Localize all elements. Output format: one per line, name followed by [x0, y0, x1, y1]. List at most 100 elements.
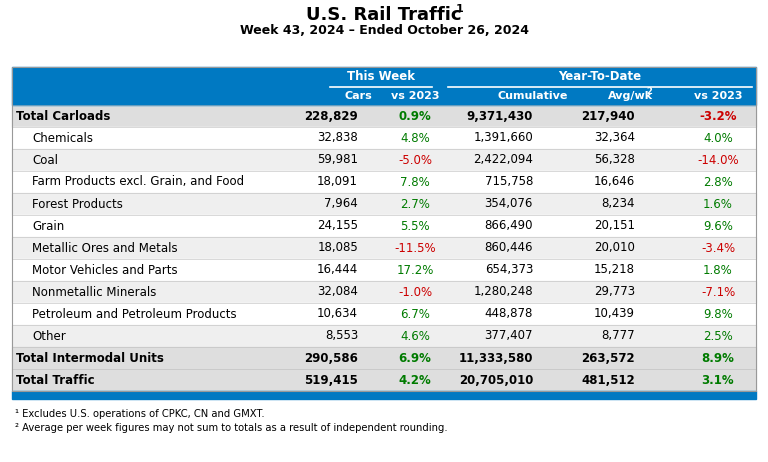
- Bar: [12, 259, 756, 281]
- Text: 11,333,580: 11,333,580: [458, 352, 533, 365]
- Text: Total Traffic: Total Traffic: [16, 373, 94, 387]
- Text: ² Average per week figures may not sum to totals as a result of independent roun: ² Average per week figures may not sum t…: [15, 423, 448, 433]
- Text: ¹ Excludes U.S. operations of CPKC, CN and GMXT.: ¹ Excludes U.S. operations of CPKC, CN a…: [15, 409, 265, 419]
- Text: Nonmetallic Minerals: Nonmetallic Minerals: [32, 286, 157, 298]
- Text: -7.1%: -7.1%: [701, 286, 735, 298]
- Text: -1.0%: -1.0%: [398, 286, 432, 298]
- Bar: [12, 237, 756, 259]
- Text: 20,705,010: 20,705,010: [458, 373, 533, 387]
- Text: 654,373: 654,373: [485, 263, 533, 276]
- Text: 18,091: 18,091: [317, 176, 358, 188]
- Text: 59,981: 59,981: [317, 153, 358, 166]
- Text: 5.5%: 5.5%: [400, 219, 430, 232]
- Text: 2.7%: 2.7%: [400, 197, 430, 211]
- Text: Coal: Coal: [32, 153, 58, 166]
- Text: Forest Products: Forest Products: [32, 197, 123, 211]
- Bar: [12, 347, 756, 369]
- Text: 4.0%: 4.0%: [703, 132, 733, 145]
- Bar: [12, 149, 756, 171]
- Text: 2.8%: 2.8%: [703, 176, 733, 188]
- Text: 15,218: 15,218: [594, 263, 635, 276]
- Text: 8,553: 8,553: [325, 329, 358, 342]
- Text: 17.2%: 17.2%: [396, 263, 434, 276]
- Text: Metallic Ores and Metals: Metallic Ores and Metals: [32, 242, 177, 255]
- Bar: [12, 67, 756, 391]
- Text: 16,646: 16,646: [594, 176, 635, 188]
- Text: vs 2023: vs 2023: [694, 91, 742, 101]
- Text: 29,773: 29,773: [594, 286, 635, 298]
- Text: 715,758: 715,758: [485, 176, 533, 188]
- Bar: [12, 281, 756, 303]
- Text: U.S. Rail Traffic: U.S. Rail Traffic: [306, 6, 462, 24]
- Bar: [12, 391, 756, 399]
- Text: 8,777: 8,777: [601, 329, 635, 342]
- Text: 377,407: 377,407: [485, 329, 533, 342]
- Bar: [12, 127, 756, 149]
- Text: 481,512: 481,512: [581, 373, 635, 387]
- Text: 4.8%: 4.8%: [400, 132, 430, 145]
- Text: 20,010: 20,010: [594, 242, 635, 255]
- Text: 32,838: 32,838: [317, 132, 358, 145]
- Text: 6.7%: 6.7%: [400, 308, 430, 321]
- Bar: [12, 369, 756, 391]
- Text: 228,829: 228,829: [304, 109, 358, 122]
- Text: 8.9%: 8.9%: [701, 352, 734, 365]
- Text: 4.2%: 4.2%: [399, 373, 432, 387]
- Text: 9.6%: 9.6%: [703, 219, 733, 232]
- Bar: [12, 67, 756, 87]
- Text: 2: 2: [646, 87, 652, 97]
- Text: 1: 1: [456, 4, 464, 14]
- Text: Total Intermodal Units: Total Intermodal Units: [16, 352, 164, 365]
- Bar: [12, 215, 756, 237]
- Text: 10,439: 10,439: [594, 308, 635, 321]
- Text: Farm Products excl. Grain, and Food: Farm Products excl. Grain, and Food: [32, 176, 244, 188]
- Text: 217,940: 217,940: [581, 109, 635, 122]
- Text: 1.6%: 1.6%: [703, 197, 733, 211]
- Text: 56,328: 56,328: [594, 153, 635, 166]
- Text: 290,586: 290,586: [304, 352, 358, 365]
- Text: Cars: Cars: [344, 91, 372, 101]
- Text: -14.0%: -14.0%: [697, 153, 739, 166]
- Text: 8,234: 8,234: [601, 197, 635, 211]
- Text: 354,076: 354,076: [485, 197, 533, 211]
- Text: 0.9%: 0.9%: [399, 109, 432, 122]
- Text: 866,490: 866,490: [485, 219, 533, 232]
- Text: 3.1%: 3.1%: [702, 373, 734, 387]
- Text: Total Carloads: Total Carloads: [16, 109, 111, 122]
- Text: 1.8%: 1.8%: [703, 263, 733, 276]
- Text: 263,572: 263,572: [581, 352, 635, 365]
- Text: 16,444: 16,444: [316, 263, 358, 276]
- Text: Chemicals: Chemicals: [32, 132, 93, 145]
- Text: Year-To-Date: Year-To-Date: [558, 71, 641, 84]
- Text: 1,391,660: 1,391,660: [473, 132, 533, 145]
- Text: vs 2023: vs 2023: [391, 91, 439, 101]
- Bar: [12, 171, 756, 193]
- Text: -11.5%: -11.5%: [394, 242, 435, 255]
- Text: Week 43, 2024 – Ended October 26, 2024: Week 43, 2024 – Ended October 26, 2024: [240, 24, 528, 37]
- Text: 10,634: 10,634: [317, 308, 358, 321]
- Text: 1,280,248: 1,280,248: [473, 286, 533, 298]
- Text: Other: Other: [32, 329, 66, 342]
- Text: 6.9%: 6.9%: [399, 352, 432, 365]
- Text: -3.4%: -3.4%: [701, 242, 735, 255]
- Text: Grain: Grain: [32, 219, 65, 232]
- Text: 20,151: 20,151: [594, 219, 635, 232]
- Text: Cumulative: Cumulative: [498, 91, 568, 101]
- Text: 860,446: 860,446: [485, 242, 533, 255]
- Bar: [12, 105, 756, 127]
- Text: 519,415: 519,415: [304, 373, 358, 387]
- Text: 7.8%: 7.8%: [400, 176, 430, 188]
- Text: 2,422,094: 2,422,094: [473, 153, 533, 166]
- Text: 7,964: 7,964: [324, 197, 358, 211]
- Text: 9.8%: 9.8%: [703, 308, 733, 321]
- Text: -3.2%: -3.2%: [699, 109, 737, 122]
- Text: Petroleum and Petroleum Products: Petroleum and Petroleum Products: [32, 308, 237, 321]
- Bar: [12, 303, 756, 325]
- Text: This Week: This Week: [347, 71, 415, 84]
- Bar: [12, 193, 756, 215]
- Text: Avg/wk: Avg/wk: [608, 91, 654, 101]
- Text: 9,371,430: 9,371,430: [467, 109, 533, 122]
- Text: 32,364: 32,364: [594, 132, 635, 145]
- Text: -5.0%: -5.0%: [398, 153, 432, 166]
- Bar: [12, 325, 756, 347]
